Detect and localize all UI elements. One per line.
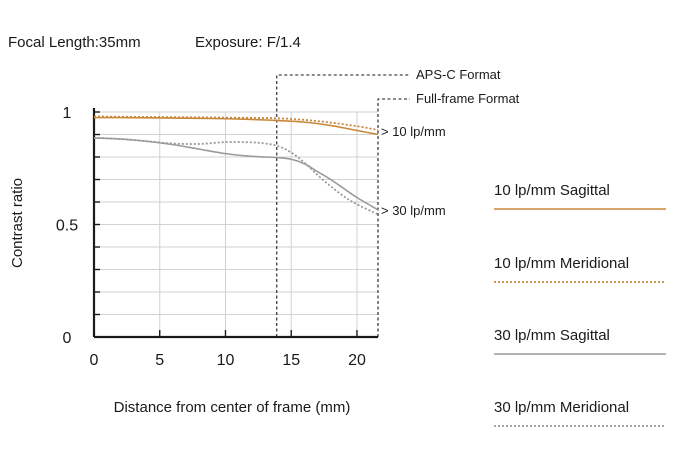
y-tick-label: 0.5 <box>56 218 78 235</box>
x-tick-label: 5 <box>155 352 164 369</box>
legend-label: 10 lp/mm Sagittal <box>494 182 610 199</box>
focal-length-label: Focal Length:35mm <box>8 34 141 51</box>
format-marker-line <box>377 98 410 337</box>
y-axis-label: Contrast ratio <box>9 178 26 268</box>
y-tick-label: 1 <box>63 105 72 122</box>
format-marker-label: APS-C Format <box>416 67 501 82</box>
series-line-30-lp-mm-meridional <box>93 136 379 216</box>
annotation-label: > 30 lp/mm <box>381 203 446 218</box>
series-line-10-lp-mm-sagittal <box>93 116 379 136</box>
annotations: > 10 lp/mm > 30 lp/mm <box>381 124 446 218</box>
grid <box>94 111 378 337</box>
tick-labels: 0 5 10 15 20 0 0.5 1 <box>56 105 366 369</box>
x-tick-label: 0 <box>90 352 99 369</box>
legend-label: 10 lp/mm Meridional <box>494 255 629 272</box>
y-tick-label: 0 <box>63 330 72 347</box>
x-tick-label: 20 <box>348 352 366 369</box>
x-axis-label: Distance from center of frame (mm) <box>114 399 351 416</box>
exposure-label: Exposure: F/1.4 <box>195 34 301 51</box>
axes <box>92 108 378 339</box>
series-lines <box>93 115 379 216</box>
series-line-10-lp-mm-meridional <box>93 115 379 131</box>
legend-label: 30 lp/mm Meridional <box>494 399 629 416</box>
legend: 10 lp/mm Sagittal 10 lp/mm Meridional 30 l… <box>494 182 666 427</box>
x-tick-label: 15 <box>282 352 300 369</box>
format-markers: APS-C Format Full-frame Format <box>276 67 520 337</box>
series-line-30-lp-mm-sagittal <box>93 137 379 211</box>
x-tick-label: 10 <box>217 352 235 369</box>
legend-label: 30 lp/mm Sagittal <box>494 327 610 344</box>
format-marker-label: Full-frame Format <box>416 91 520 106</box>
annotation-label: > 10 lp/mm <box>381 124 446 139</box>
